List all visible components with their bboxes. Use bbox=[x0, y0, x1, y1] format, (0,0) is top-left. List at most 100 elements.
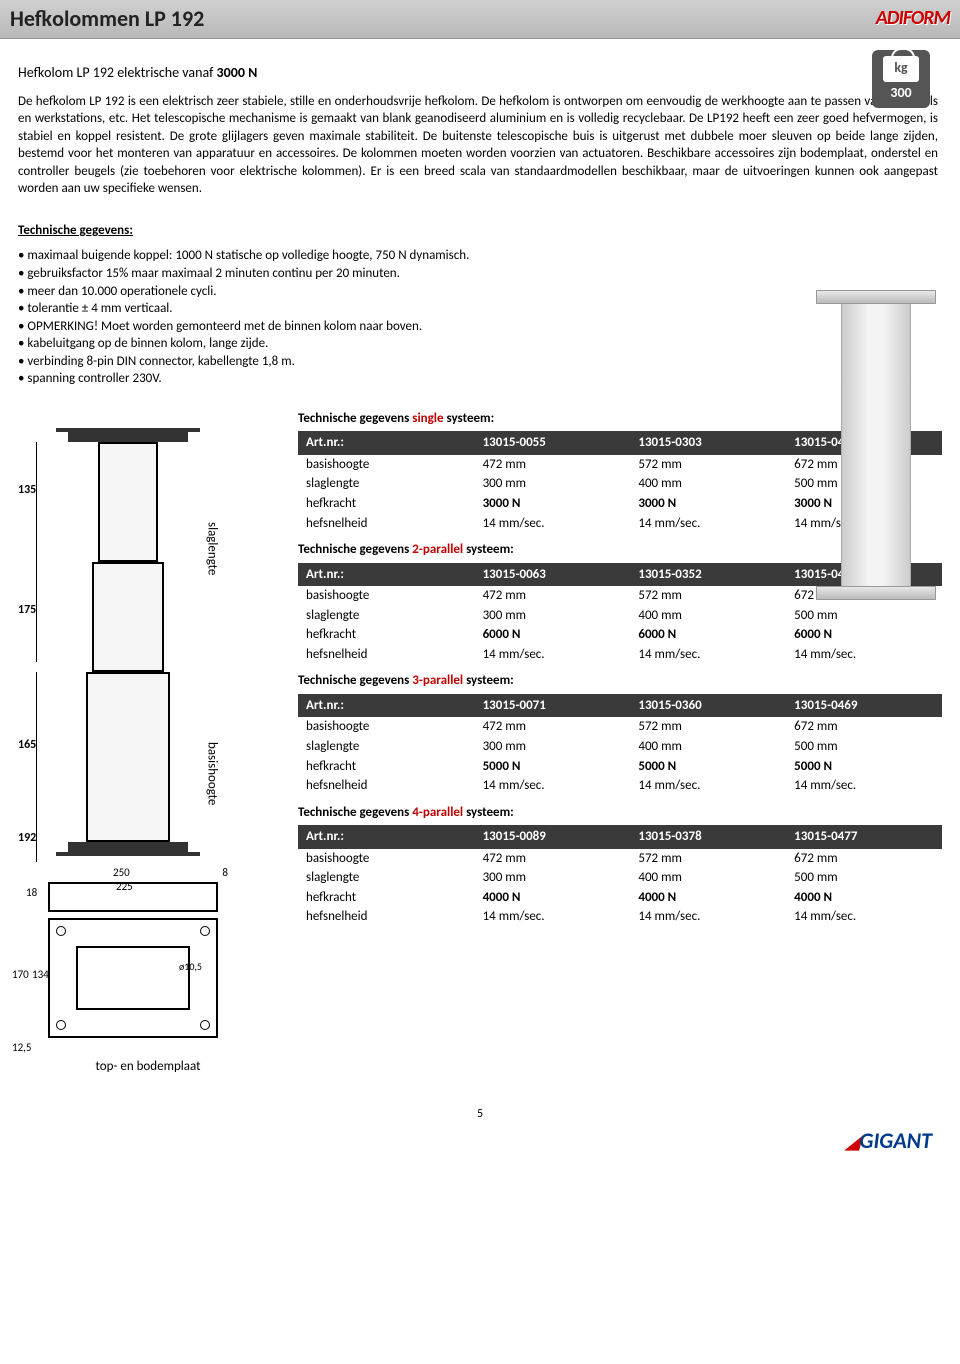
row-label: hefkracht bbox=[298, 625, 475, 645]
cell-value: 300 mm bbox=[475, 868, 631, 888]
dim-18: 18 bbox=[26, 886, 37, 901]
table-row: basishoogte472 mm572 mm672 mm bbox=[298, 717, 942, 737]
cell-value: 4000 N bbox=[630, 888, 786, 908]
label-basishoogte: basishoogte bbox=[203, 742, 221, 805]
table-row: hefsnelheid14 mm/sec.14 mm/sec.14 mm/sec… bbox=[298, 776, 942, 796]
table-row: basishoogte472 mm572 mm672 mm bbox=[298, 849, 942, 869]
cell-value: 500 mm bbox=[786, 737, 942, 757]
bullet-item: kabeluitgang op de binnen kolom, lange z… bbox=[18, 335, 942, 353]
cell-value: 400 mm bbox=[630, 606, 786, 626]
cell-value: 500 mm bbox=[786, 606, 942, 626]
bullet-item: maximaal buigende koppel: 1000 N statisc… bbox=[18, 247, 942, 265]
cell-value: 572 mm bbox=[630, 586, 786, 606]
cell-value: 300 mm bbox=[475, 606, 631, 626]
cell-value: 14 mm/sec. bbox=[475, 776, 631, 796]
cell-value: 5000 N bbox=[475, 757, 631, 777]
cell-value: 400 mm bbox=[630, 868, 786, 888]
row-label: hefkracht bbox=[298, 888, 475, 908]
cell-value: 14 mm/sec. bbox=[630, 645, 786, 665]
col-art-label: Art.nr.: bbox=[298, 825, 475, 849]
base-plate-diagram: 250 225 8 12,5 18 ø10,5 170 134 bbox=[18, 882, 258, 1052]
col-artnr: 13015-0378 bbox=[630, 825, 786, 849]
kg-unit: kg bbox=[894, 59, 907, 78]
row-label: basishoogte bbox=[298, 455, 475, 475]
bullet-item: tolerantie ± 4 mm verticaal. bbox=[18, 300, 942, 318]
table-row: hefkracht4000 N4000 N4000 N bbox=[298, 888, 942, 908]
spec-table: Art.nr.:13015-007113015-036013015-0469ba… bbox=[298, 694, 942, 796]
product-photo bbox=[816, 290, 936, 600]
cell-value: 6000 N bbox=[630, 625, 786, 645]
row-label: basishoogte bbox=[298, 849, 475, 869]
row-label: slaglengte bbox=[298, 606, 475, 626]
intro-title-prefix: Hefkolom LP 192 elektrische vanaf bbox=[18, 64, 217, 81]
cell-value: 4000 N bbox=[786, 888, 942, 908]
page-number: 5 bbox=[477, 1107, 483, 1121]
dim-250: 250 bbox=[113, 866, 130, 881]
cell-value: 472 mm bbox=[475, 717, 631, 737]
col-artnr: 13015-0360 bbox=[630, 694, 786, 718]
cell-value: 14 mm/sec. bbox=[475, 907, 631, 927]
cell-value: 6000 N bbox=[475, 625, 631, 645]
table-row: hefkracht6000 N6000 N6000 N bbox=[298, 625, 942, 645]
bullet-item: meer dan 10.000 operationele cycli. bbox=[18, 283, 942, 301]
cell-value: 14 mm/sec. bbox=[475, 514, 631, 534]
cell-value: 400 mm bbox=[630, 474, 786, 494]
table-row: slaglengte300 mm400 mm500 mm bbox=[298, 737, 942, 757]
cell-value: 14 mm/sec. bbox=[475, 645, 631, 665]
dim-170: 170 bbox=[12, 968, 29, 983]
intro-title-bold: 3000 N bbox=[217, 64, 258, 81]
row-label: slaglengte bbox=[298, 474, 475, 494]
table-row: hefkracht5000 N5000 N5000 N bbox=[298, 757, 942, 777]
col-artnr: 13015-0477 bbox=[786, 825, 942, 849]
dim-134: 134 bbox=[32, 968, 49, 983]
bullet-item: gebruiksfactor 15% maar maximaal 2 minut… bbox=[18, 265, 942, 283]
dim-d105: ø10,5 bbox=[179, 960, 202, 974]
row-label: hefsnelheid bbox=[298, 514, 475, 534]
table-row: hefsnelheid14 mm/sec.14 mm/sec.14 mm/sec… bbox=[298, 907, 942, 927]
label-slaglengte: slaglengte bbox=[203, 522, 221, 575]
tech-bullets: maximaal buigende koppel: 1000 N statisc… bbox=[18, 247, 942, 387]
table-row: slaglengte300 mm400 mm500 mm bbox=[298, 606, 942, 626]
logo-adiform: ADIFORM bbox=[876, 5, 950, 32]
cell-value: 5000 N bbox=[786, 757, 942, 777]
col-art-label: Art.nr.: bbox=[298, 694, 475, 718]
cell-value: 14 mm/sec. bbox=[786, 776, 942, 796]
diagram-caption: top- en bodemplaat bbox=[18, 1058, 278, 1076]
col-artnr: 13015-0071 bbox=[475, 694, 631, 718]
spec-table: Art.nr.:13015-008913015-037813015-0477ba… bbox=[298, 825, 942, 927]
col-artnr: 13015-0055 bbox=[475, 431, 631, 455]
col-art-label: Art.nr.: bbox=[298, 431, 475, 455]
bullet-item: spanning controller 230V. bbox=[18, 370, 942, 388]
col-artnr: 13015-0352 bbox=[630, 563, 786, 587]
page-title: Hefkolommen LP 192 bbox=[10, 4, 204, 34]
row-label: basishoogte bbox=[298, 717, 475, 737]
row-label: hefsnelheid bbox=[298, 907, 475, 927]
intro-body: De hefkolom LP 192 is een elektrisch zee… bbox=[18, 93, 938, 198]
cell-value: 14 mm/sec. bbox=[630, 776, 786, 796]
row-label: basishoogte bbox=[298, 586, 475, 606]
cell-value: 14 mm/sec. bbox=[786, 907, 942, 927]
tech-heading: Technische gegevens: bbox=[18, 222, 942, 240]
dim-165: 165 bbox=[18, 737, 36, 753]
row-label: slaglengte bbox=[298, 868, 475, 888]
dim-175: 175 bbox=[18, 602, 36, 618]
cell-value: 4000 N bbox=[475, 888, 631, 908]
cell-value: 472 mm bbox=[475, 586, 631, 606]
table-row: slaglengte300 mm400 mm500 mm bbox=[298, 868, 942, 888]
cell-value: 472 mm bbox=[475, 849, 631, 869]
system-title: Technische gegevens 4-parallel systeem: bbox=[298, 804, 942, 822]
cell-value: 14 mm/sec. bbox=[630, 907, 786, 927]
col-artnr: 13015-0303 bbox=[630, 431, 786, 455]
bullet-item: OPMERKING! Moet worden gemonteerd met de… bbox=[18, 318, 942, 336]
row-label: hefsnelheid bbox=[298, 645, 475, 665]
dim-192: 192 bbox=[18, 830, 36, 846]
cell-value: 572 mm bbox=[630, 849, 786, 869]
cell-value: 5000 N bbox=[630, 757, 786, 777]
cell-value: 300 mm bbox=[475, 474, 631, 494]
footer: 5 ◢GIGANT bbox=[18, 1105, 942, 1155]
cell-value: 472 mm bbox=[475, 455, 631, 475]
col-art-label: Art.nr.: bbox=[298, 563, 475, 587]
intro-title: Hefkolom LP 192 elektrische vanaf 3000 N bbox=[18, 64, 942, 83]
cell-value: 572 mm bbox=[630, 455, 786, 475]
system-title: Technische gegevens 3-parallel systeem: bbox=[298, 672, 942, 690]
